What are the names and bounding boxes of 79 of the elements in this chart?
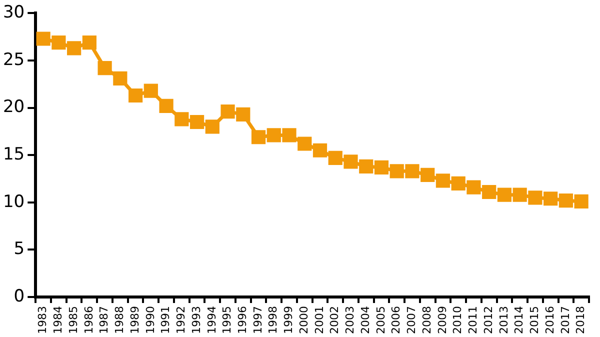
x-tick-label: 1991	[159, 306, 172, 334]
x-tick-label: 2007	[405, 306, 418, 334]
y-tick-label: 25	[2, 50, 25, 70]
y-tick-label: 15	[2, 144, 25, 165]
point	[298, 136, 312, 151]
y-tick-label: 0	[14, 286, 25, 306]
point	[482, 184, 496, 200]
x-tick-label: 2004	[358, 306, 372, 334]
point	[52, 35, 66, 50]
x-tick-label: 2012	[482, 306, 495, 334]
point	[36, 32, 50, 46]
x-tick-label: 2002	[328, 306, 342, 334]
y-tick-label: 30	[2, 2, 25, 23]
x-tick-label: 2009	[436, 306, 449, 334]
x-tick-label: 1988	[113, 306, 126, 334]
point	[236, 107, 250, 122]
point	[344, 154, 358, 169]
x-tick-label: 2005	[374, 306, 388, 334]
point	[544, 192, 558, 206]
x-tick-label: 2000	[297, 306, 310, 334]
x-tick-label: 1998	[266, 306, 280, 334]
point	[374, 160, 389, 174]
point	[558, 193, 573, 208]
point	[82, 35, 96, 50]
x-tick-label: 1989	[128, 306, 142, 334]
point	[128, 88, 143, 103]
x-tick-label: 1997	[251, 306, 264, 334]
point	[528, 190, 542, 205]
point	[159, 98, 174, 113]
point	[497, 188, 512, 202]
point	[312, 143, 328, 158]
x-tick-label: 2008	[420, 306, 434, 334]
x-tick-label: 1995	[220, 306, 234, 334]
x-tick-label: 2015	[528, 306, 542, 334]
x-tick-label: 2016	[543, 306, 556, 334]
point	[113, 71, 128, 86]
x-tick-label: 1993	[190, 306, 203, 334]
x-tick-label: 1984	[52, 306, 65, 334]
x-tick-label: 1999	[282, 306, 296, 334]
point	[282, 128, 296, 142]
point	[328, 150, 342, 165]
point	[420, 168, 435, 182]
x-tick-label: 2003	[344, 306, 357, 334]
x-tick-label: 2010	[451, 306, 464, 334]
point	[266, 128, 281, 142]
point	[174, 112, 189, 126]
x-tick-label: 1994	[205, 306, 218, 334]
x-tick-label: 1983	[36, 306, 50, 334]
x-tick-label: 1987	[98, 306, 111, 334]
x-tick-label: 1986	[82, 306, 96, 334]
point	[512, 188, 527, 202]
point	[205, 120, 220, 134]
x-tick-label: 2001	[312, 306, 326, 334]
point	[466, 180, 481, 194]
point	[390, 164, 404, 178]
x-tick-label: 2014	[512, 306, 526, 334]
x-tick-label: 2006	[390, 306, 403, 334]
point	[190, 114, 204, 130]
x-tick-label: 1990	[144, 306, 157, 334]
point	[251, 130, 266, 144]
point	[220, 104, 235, 119]
y-tick-label: 20	[2, 97, 25, 118]
point	[359, 159, 374, 174]
x-tick-label: 1992	[174, 306, 188, 334]
x-tick-label: 1996	[236, 306, 250, 334]
y-tick-label: 5	[14, 239, 25, 260]
point	[67, 41, 82, 56]
y-tick-label: 10	[2, 192, 25, 212]
x-tick-label: 2017	[558, 306, 572, 334]
point	[574, 194, 588, 209]
x-tick-label: 1985	[66, 306, 80, 334]
point	[436, 174, 450, 188]
point	[98, 61, 112, 76]
point	[405, 164, 420, 178]
point	[144, 84, 158, 98]
x-tick-label: 2011	[466, 306, 480, 334]
x-tick-label: 2018	[574, 306, 588, 334]
point	[451, 176, 466, 191]
x-tick-label: 2013	[497, 306, 510, 334]
